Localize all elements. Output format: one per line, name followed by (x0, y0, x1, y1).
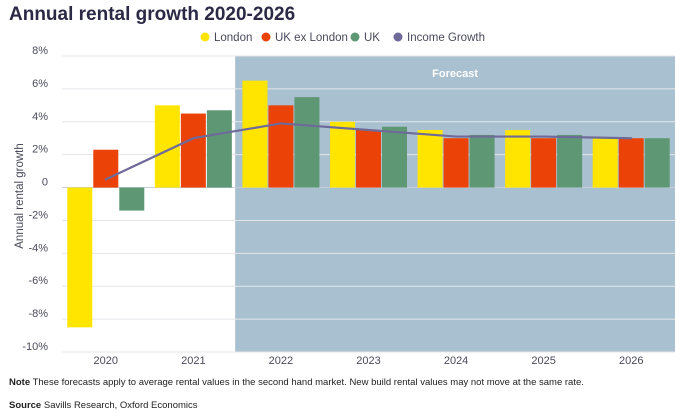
legend-label: UK (364, 32, 380, 44)
income-growth-line (104, 122, 633, 181)
y-tick-label: 2% (32, 144, 48, 156)
note: Note These forecasts apply to average re… (9, 377, 584, 388)
bar-uk-ex-london-2021 (180, 113, 206, 188)
legend-label: London (214, 32, 252, 44)
source-text: Savills Research, Oxford Economics (43, 400, 198, 411)
bar-uk-2024 (469, 134, 495, 188)
source: Source Savills Research, Oxford Economic… (9, 400, 198, 411)
source-label: Source (9, 400, 42, 411)
bar-uk-ex-london-2023 (356, 130, 381, 188)
x-tick-label: 2026 (619, 355, 643, 367)
legend-swatch (200, 32, 210, 42)
note-label: Note (9, 377, 31, 388)
y-tick-label: -10% (22, 341, 48, 353)
bar-london-2026 (592, 138, 618, 188)
legend: London UK ex London UK Income Growth (200, 32, 485, 44)
legend-label: Income Growth (407, 32, 485, 44)
y-tick-label: -8% (28, 308, 48, 320)
bar-uk-2022 (294, 97, 320, 188)
bar-uk-2023 (382, 126, 407, 188)
y-tick-label: 8% (32, 45, 48, 57)
bar-uk-ex-london-2022 (268, 105, 294, 188)
bar-uk-ex-london-2020 (93, 149, 119, 188)
note-text: These forecasts apply to average rental … (32, 377, 584, 388)
bar-uk-2025 (557, 134, 583, 188)
legend-swatch (350, 32, 360, 42)
x-tick-label: 2025 (531, 355, 555, 367)
bars (67, 80, 670, 328)
chart-title: Annual rental growth 2020-2026 (9, 4, 296, 25)
x-tick-label: 2020 (94, 355, 118, 367)
line-income-growth (104, 122, 633, 181)
bar-uk-ex-london-2026 (618, 138, 644, 188)
axes: 8% 6% 4% 2% 0 -2% -4% -6% -8% -10% Annual rental g… (14, 45, 643, 367)
y-axis-label: Annual rental growth (14, 143, 26, 248)
y-tick-label: 6% (32, 78, 48, 90)
y-tick-label: -6% (28, 275, 48, 287)
bar-uk-2026 (644, 138, 670, 188)
legend-swatch (393, 32, 403, 42)
bar-uk-2021 (206, 110, 232, 188)
bar-uk-ex-london-2025 (531, 138, 557, 188)
bar-london-2023 (330, 121, 355, 188)
bar-london-2022 (242, 80, 268, 188)
x-tick-label: 2023 (356, 355, 380, 367)
y-tick-label: -2% (28, 209, 48, 221)
y-tick-label: 4% (32, 111, 48, 123)
y-tick-label: 0 (42, 177, 48, 189)
x-tick-label: 2022 (269, 355, 293, 367)
legend-label: UK ex London (275, 32, 348, 44)
bar-uk-ex-london-2024 (443, 138, 469, 188)
x-tick-label: 2024 (444, 355, 468, 367)
y-tick-label: -4% (28, 242, 48, 254)
legend-swatch (261, 32, 271, 42)
bar-london-2020 (67, 187, 93, 328)
bar-london-2024 (417, 130, 443, 188)
bar-uk-2020 (119, 187, 145, 211)
bar-london-2025 (505, 130, 531, 188)
forecast-label: Forecast (432, 68, 478, 80)
x-tick-label: 2021 (181, 355, 205, 367)
